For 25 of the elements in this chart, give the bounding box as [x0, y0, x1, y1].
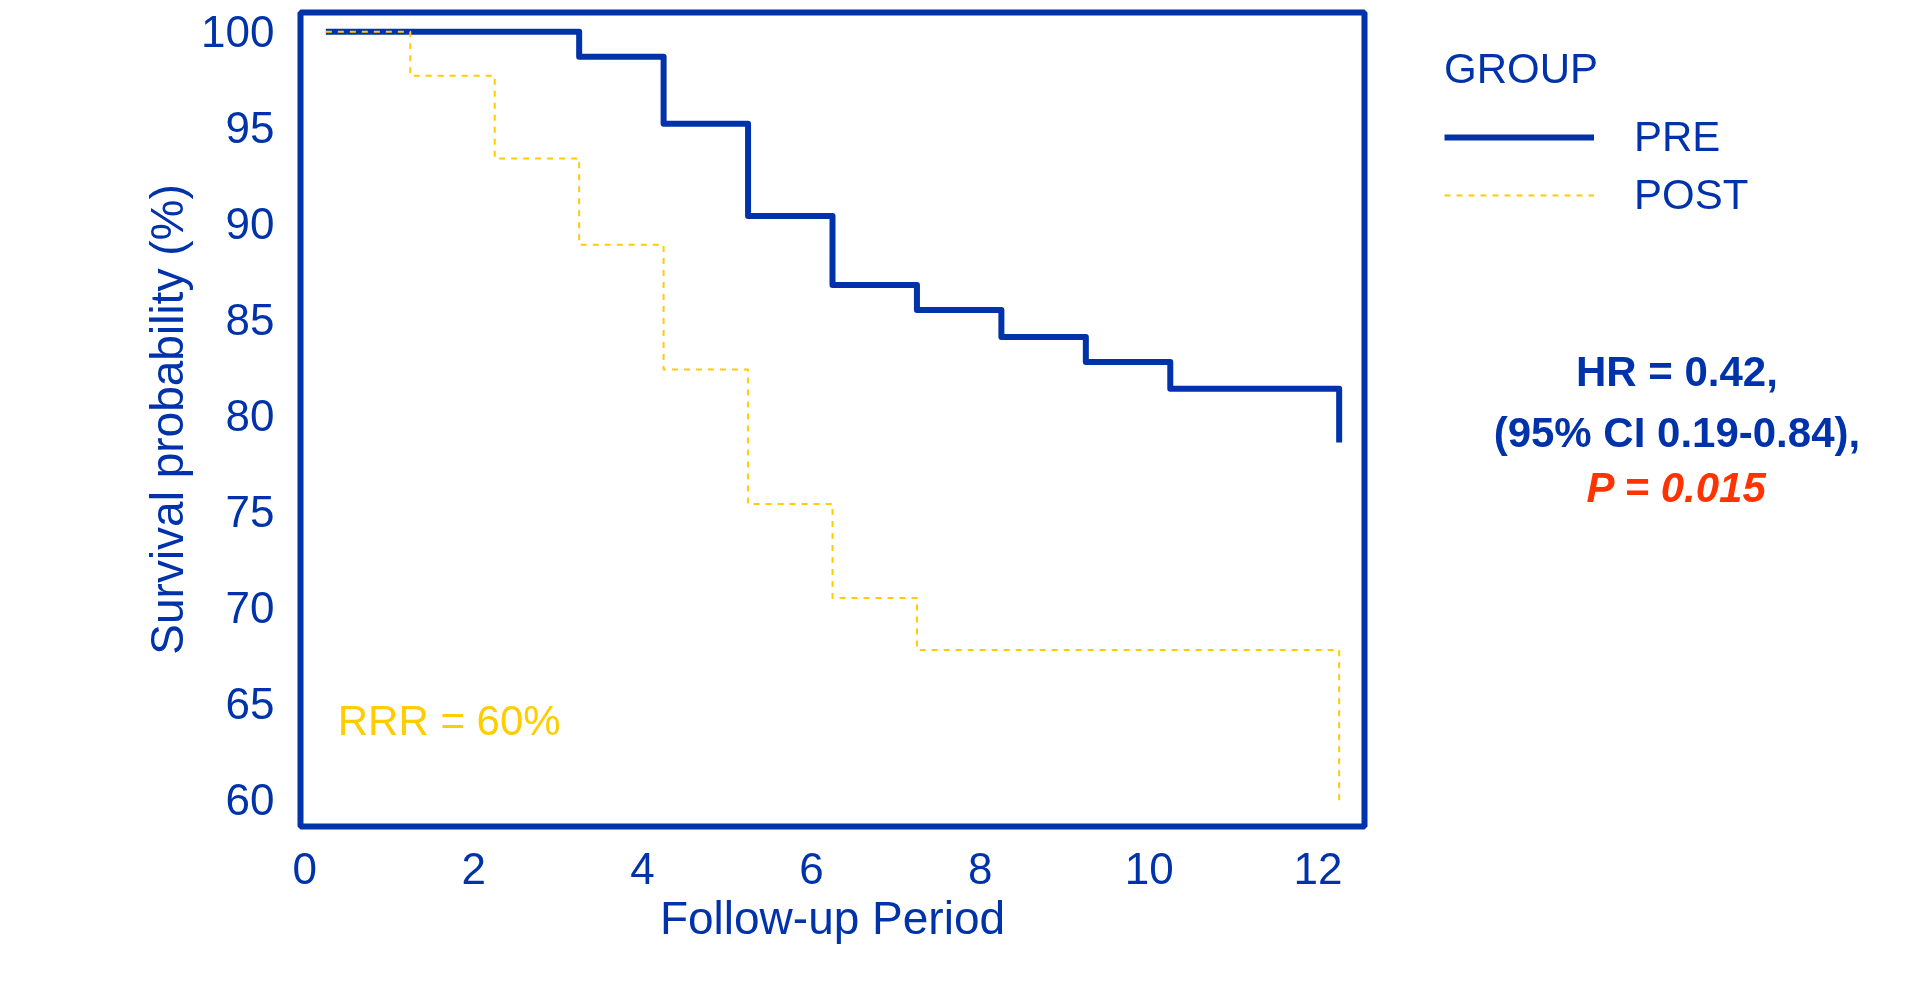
annotation: RRR = 60% — [337, 697, 561, 745]
x-tick-label: 8 — [968, 843, 993, 893]
legend-label: POST — [1634, 171, 1749, 219]
text: HR = 0.42, — [1575, 347, 1778, 395]
text: (95% CI 0.19-0.84), — [1493, 408, 1861, 456]
y-tick-label: 95 — [225, 103, 275, 153]
y-tick-label: 75 — [225, 487, 275, 537]
y-tick-label: 60 — [225, 775, 275, 825]
legend-label: PRE — [1634, 113, 1721, 161]
y-tick-label: 70 — [225, 583, 275, 633]
x-tick-label: 2 — [461, 843, 486, 893]
y-tick-label: 85 — [225, 295, 275, 345]
y-axis-title: Survival probability (%) — [141, 184, 194, 655]
x-tick-label: 4 — [630, 843, 655, 893]
y-tick-label: 90 — [225, 199, 275, 249]
x-tick-label: 10 — [1124, 843, 1174, 893]
y-tick-label: 80 — [225, 391, 275, 441]
y-tick-label: 100 — [201, 7, 275, 57]
x-tick-label: 6 — [799, 843, 824, 893]
text: P = 0.015 — [1586, 463, 1767, 511]
legend-title: GROUP — [1444, 45, 1599, 93]
x-axis-title: Follow-up Period — [659, 891, 1006, 944]
x-tick-label: 0 — [292, 843, 317, 893]
y-tick-label: 65 — [225, 679, 275, 729]
x-tick-label: 12 — [1293, 843, 1343, 893]
